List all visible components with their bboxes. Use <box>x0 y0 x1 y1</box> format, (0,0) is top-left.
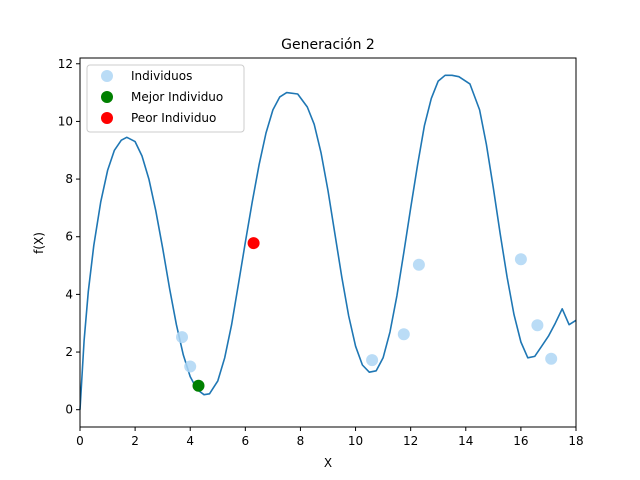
y-axis-label: f(X) <box>32 232 46 254</box>
best-individual-point <box>192 379 205 392</box>
legend: Individuos Mejor Individuo Peor Individuo <box>86 64 245 133</box>
x-tick-label: 10 <box>348 434 363 448</box>
y-tick-label: 4 <box>65 287 73 301</box>
y-tick-label: 12 <box>58 57 73 71</box>
x-tick-label: 0 <box>76 434 84 448</box>
y-tick-label: 6 <box>65 230 73 244</box>
x-tick-label: 8 <box>297 434 305 448</box>
x-tick-label: 18 <box>568 434 583 448</box>
x-tick-label: 4 <box>186 434 194 448</box>
x-tick-label: 16 <box>513 434 528 448</box>
y-axis: 0 2 4 6 8 10 12 <box>58 57 80 417</box>
individual-point <box>366 354 379 367</box>
individual-point <box>176 331 188 344</box>
x-tick-label: 6 <box>242 434 250 448</box>
legend-label: Mejor Individuo <box>131 90 223 104</box>
individual-point <box>545 352 558 365</box>
axes-frame <box>79 57 577 428</box>
y-tick-label: 2 <box>65 345 73 359</box>
x-tick-label: 2 <box>131 434 139 448</box>
individual-point <box>397 328 410 341</box>
chart-title: Generación 2 <box>281 37 375 53</box>
x-axis-label: X <box>324 456 332 470</box>
individual-point <box>412 258 425 271</box>
worst-individual-point <box>247 237 260 250</box>
legend-marker <box>101 112 113 124</box>
x-tick-label: 14 <box>458 434 473 448</box>
y-tick-label: 10 <box>58 114 73 128</box>
legend-label: Individuos <box>131 69 192 83</box>
x-axis: 0 2 4 6 8 10 12 14 16 18 <box>76 427 584 448</box>
x-tick-label: 12 <box>403 434 418 448</box>
y-tick-label: 0 <box>65 403 73 417</box>
legend-box <box>86 64 245 133</box>
legend-label: Peor Individuo <box>131 111 216 125</box>
individual-point <box>531 319 544 332</box>
legend-marker <box>101 91 113 103</box>
individual-point <box>514 253 527 266</box>
y-tick-label: 8 <box>65 172 73 186</box>
individual-point <box>184 360 197 373</box>
function-curve <box>79 74 577 410</box>
plot-area <box>79 74 577 410</box>
legend-marker <box>101 70 113 82</box>
